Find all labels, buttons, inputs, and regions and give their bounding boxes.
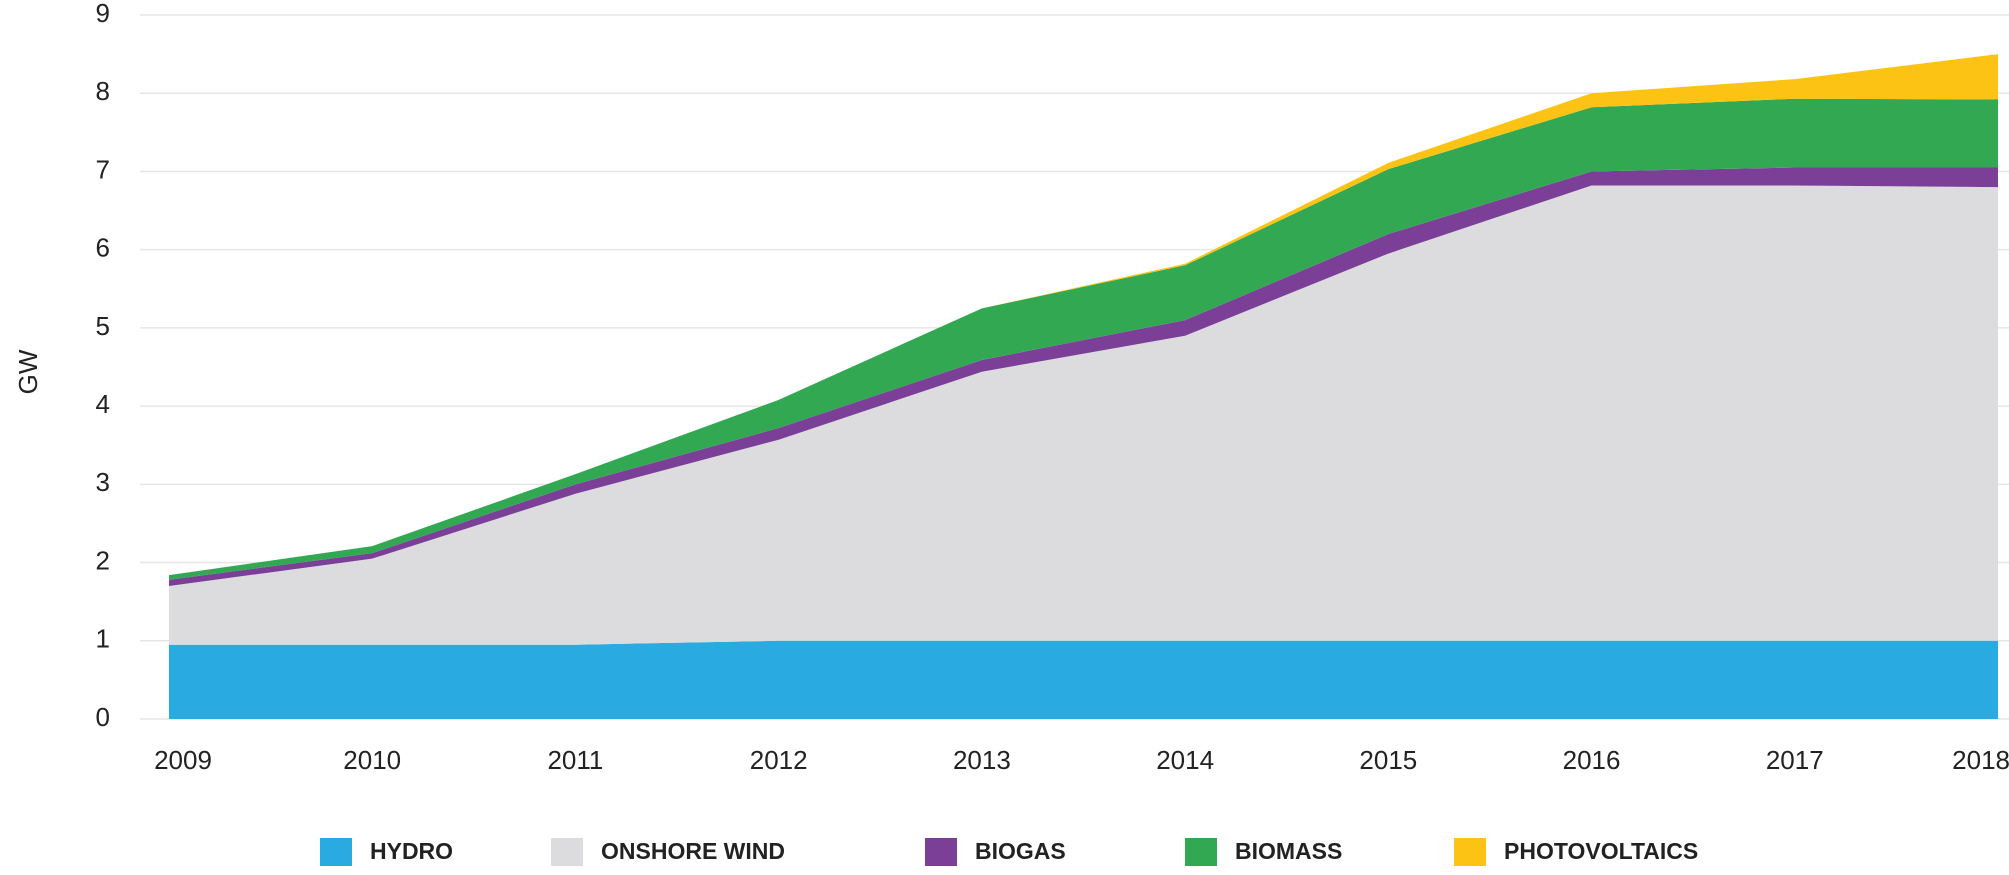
legend-item: BIOMASS [1185,838,1342,866]
legend-swatch [1185,838,1217,866]
y-tick-label: 0 [96,702,110,732]
legend-label: PHOTOVOLTAICS [1504,838,1698,864]
x-tick-label: 2015 [1359,745,1417,775]
y-tick-label: 6 [96,233,110,263]
x-tick-label: 2017 [1766,745,1824,775]
area [169,640,1998,719]
x-tick-label: 2011 [547,745,603,775]
legend-swatch [1454,838,1486,866]
legend-label: BIOGAS [975,838,1066,864]
legend-label: ONSHORE WIND [601,838,785,864]
x-tick-label: 2009 [154,745,212,775]
legend-item: HYDRO [320,838,453,866]
x-tick-label: 2012 [750,745,808,775]
legend-label: BIOMASS [1235,838,1342,864]
legend-item: ONSHORE WIND [551,838,785,866]
legend-label: HYDRO [370,838,453,864]
legend-swatch [320,838,352,866]
y-tick-label: 1 [96,624,110,654]
legend-swatch [925,838,957,866]
y-tick-label: 4 [96,389,110,419]
x-tick-label: 2014 [1156,745,1214,775]
legend-item: BIOGAS [925,838,1066,866]
area [169,185,1998,645]
x-tick-label: 2013 [953,745,1011,775]
legend-swatch [551,838,583,866]
x-tick-label: 2010 [343,745,401,775]
y-axis-label: GW [13,349,43,394]
y-tick-label: 5 [96,311,110,341]
y-tick-label: 7 [96,154,110,184]
legend-item: PHOTOVOLTAICS [1454,838,1698,866]
x-tick-label: 2018 [1952,745,2009,775]
y-tick-label: 3 [96,467,110,497]
y-tick-label: 2 [96,545,110,575]
area [169,98,1998,580]
y-tick-label: 9 [96,0,110,28]
x-tick-label: 2016 [1563,745,1621,775]
y-tick-label: 8 [96,76,110,106]
